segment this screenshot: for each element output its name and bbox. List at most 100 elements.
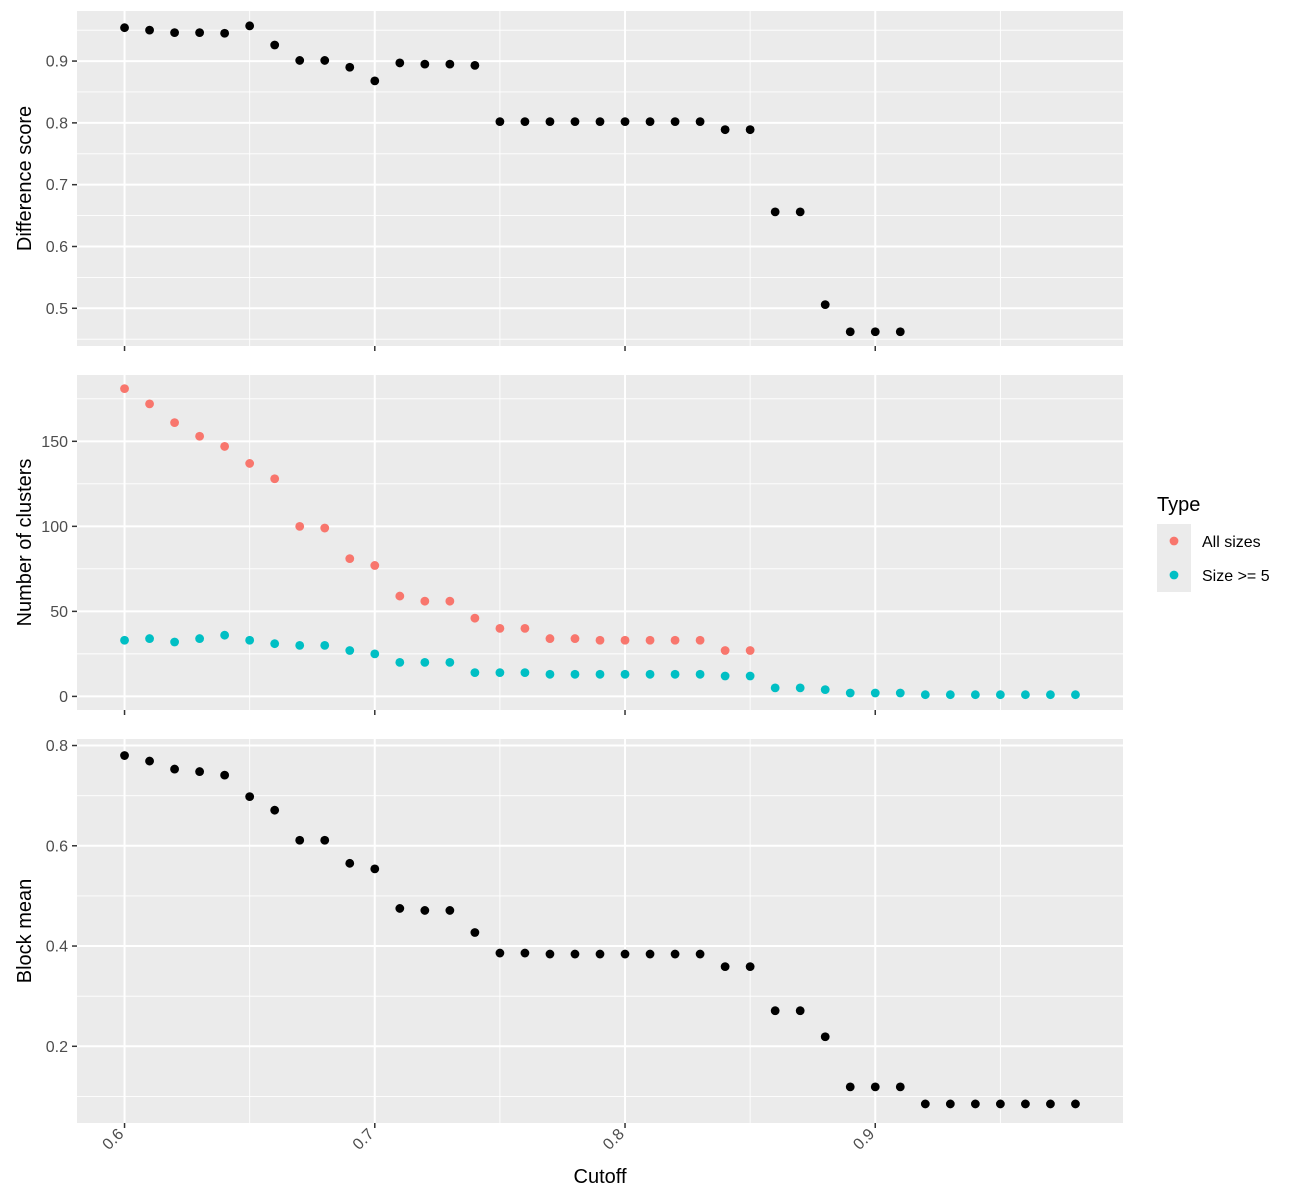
data-point [820,1032,830,1042]
data-point [445,657,455,667]
data-point [695,949,705,959]
data-point [245,459,255,468]
data-point [495,623,505,633]
data-point [1021,690,1030,700]
data-point [145,25,154,35]
data-point [120,635,129,645]
data-point [520,668,530,677]
y-tick-label: 0.7 [46,177,68,194]
data-point [170,418,179,428]
data-point [645,949,655,959]
data-point [570,117,580,127]
data-point [1021,1099,1030,1109]
data-point [795,207,805,217]
data-point [370,649,380,659]
data-point [170,637,179,647]
data-point [270,40,280,50]
panel-3: 0.2 0.4 0.6 0.8 Block mean [14,738,1123,1128]
data-point [420,657,430,667]
y-tick-label: 0 [59,689,68,706]
data-point [720,125,730,135]
data-point [845,688,855,698]
data-point [170,764,179,774]
data-point [645,635,655,645]
data-point [195,634,205,643]
data-point [845,1082,855,1092]
data-point [345,62,355,72]
data-point [1046,690,1055,700]
data-point [670,949,680,959]
data-point [520,948,530,958]
legend-swatch [1169,570,1179,580]
legend: Type All sizes Size >= 5 [1157,494,1270,592]
y-tick-label: 50 [50,604,68,621]
data-point [1071,690,1080,700]
data-point [595,117,605,127]
legend-label: Size >= 5 [1202,568,1270,585]
data-point [820,300,830,309]
legend-title: Type [1157,494,1200,516]
y-tick-label: 0.8 [46,738,68,755]
data-point [945,1099,955,1109]
data-point [320,835,330,845]
x-axis-title: Cutoff [574,1166,627,1188]
y-tick-label: 150 [41,434,68,451]
data-point [820,685,830,694]
data-point [370,561,380,570]
data-point [245,21,255,31]
data-point [295,56,305,65]
data-point [470,60,480,70]
data-point [620,669,630,679]
y-axis-title: Number of clusters [14,459,36,627]
data-point [520,623,530,633]
data-point [920,690,930,700]
y-axis-title: Difference score [14,106,36,251]
data-point [645,117,655,127]
data-point [470,613,480,623]
y-tick-label: 0.5 [46,301,68,318]
data-point [170,28,179,38]
data-point [595,669,605,679]
data-point [620,949,630,959]
data-point [220,442,230,451]
data-point [795,1006,805,1016]
data-point [445,59,455,69]
data-point [795,683,805,693]
y-tick-label: 100 [41,519,68,536]
data-point [295,521,305,531]
series-2 [120,630,1080,700]
series-1 [120,751,1080,1109]
data-point [995,690,1005,700]
data-point [220,770,230,780]
data-point [520,117,530,127]
data-point [620,635,630,645]
data-point [370,76,380,86]
data-point [120,384,129,394]
data-point [320,523,330,533]
data-point [745,962,755,971]
data-point [120,751,129,760]
y-tick-label: 0.2 [46,1039,68,1056]
data-point [870,688,880,698]
data-point [570,669,580,679]
data-point [945,690,955,700]
data-point [595,635,605,645]
legend-swatch [1169,536,1179,546]
data-point [420,59,430,69]
data-point [345,554,355,564]
data-point [745,125,755,135]
data-point [245,792,255,802]
panel-1: 0.5 0.6 0.7 0.8 0.9 Difference score [14,11,1123,351]
legend-label: All sizes [1202,534,1261,551]
x-tick-label: 0.7 [350,1126,378,1154]
data-point [145,399,154,409]
series-1 [120,384,755,655]
data-point [195,431,205,441]
y-tick-label: 0.8 [46,115,68,132]
panel-2: 0 50 100 150 Number of clusters [14,375,1123,715]
data-point [970,1099,980,1109]
data-point [120,23,129,33]
data-point [395,657,405,667]
data-point [295,835,305,845]
data-point [720,671,730,681]
